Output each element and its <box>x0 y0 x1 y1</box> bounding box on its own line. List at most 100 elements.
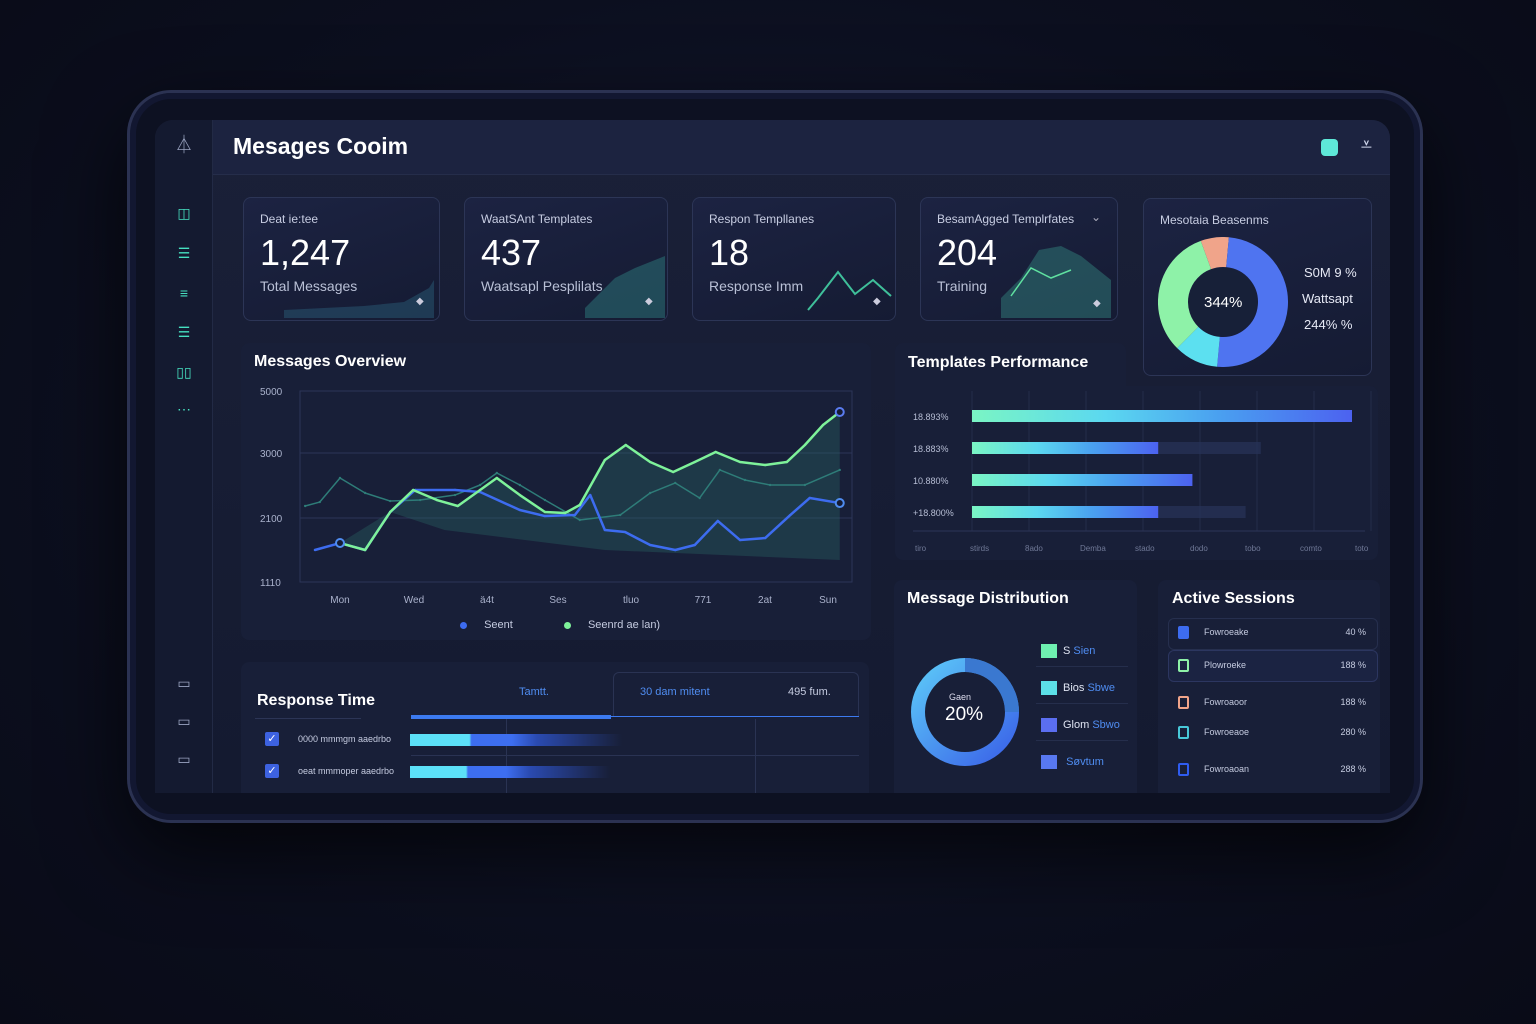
kpi-title: BesamAgged Templrfates <box>937 212 1075 226</box>
checkbox-checked-icon[interactable]: ✓ <box>265 732 279 746</box>
end-marker[interactable] <box>834 498 845 509</box>
data-point <box>388 499 392 503</box>
response-bar <box>410 734 622 746</box>
x-tick-label: Ses <box>549 595 566 606</box>
columns-icon[interactable]: ▯▯ <box>176 364 192 380</box>
y-tick-label: 1110 <box>260 578 281 589</box>
session-icon <box>1178 626 1189 639</box>
data-point <box>495 476 499 480</box>
legend-item[interactable]: S Sien <box>1041 644 1095 658</box>
folder-icon[interactable]: ▭ <box>177 675 191 691</box>
donut-card[interactable]: Mesotaia Beasenms 344% S0M 9 % Wattsapt … <box>1143 198 1372 376</box>
legend-value: Sien <box>1073 644 1096 657</box>
data-point <box>456 504 459 508</box>
session-value: 188 % <box>1340 697 1366 707</box>
data-point <box>603 458 607 462</box>
data-point <box>624 443 627 447</box>
legend-swatch <box>1041 681 1057 695</box>
data-point <box>648 460 652 464</box>
series-line <box>339 411 841 552</box>
legend-item[interactable]: Glom Sbwo <box>1041 718 1120 732</box>
data-point <box>603 528 607 532</box>
sidebar: ⏃ ◫ ☰ ≡ ☰ ▯▯ ⋯ ▭ ▭ ▭ <box>155 120 213 793</box>
legend-swatch <box>460 621 467 629</box>
panel-title: Response Time <box>257 692 375 709</box>
bar[interactable] <box>972 442 1159 454</box>
svg-text:◆: ◆ <box>645 296 653 307</box>
data-point <box>693 460 696 464</box>
checkbox-checked-icon[interactable]: ✓ <box>265 764 279 778</box>
session-name: Fowroeaoe <box>1204 727 1250 737</box>
kpi-value: 204 <box>937 232 998 273</box>
x-tick-label: tluo <box>623 595 640 606</box>
data-point <box>785 460 788 464</box>
x-tick-label: tobo <box>1245 544 1261 553</box>
folder-icon[interactable]: ▭ <box>177 713 191 729</box>
data-point <box>338 476 342 480</box>
list-icon[interactable]: ☰ <box>177 245 191 261</box>
bar-label: +18.800% <box>913 508 954 518</box>
x-tick-label: comto <box>1300 544 1322 553</box>
data-point <box>716 519 719 523</box>
menu-icon[interactable]: ≡ <box>179 285 189 301</box>
column-header[interactable]: 495 fum. <box>788 686 831 698</box>
session-name: Plowroeke <box>1204 660 1247 670</box>
column-header[interactable]: Tamtt. <box>519 686 549 698</box>
data-point <box>363 548 367 552</box>
bar[interactable] <box>972 506 1159 518</box>
kpi-card[interactable]: BesamAgged Templrfates ⌄ 204 Training ◆ <box>920 197 1118 321</box>
session-row[interactable]: Fowroeake 40 % <box>1176 626 1366 640</box>
column-header[interactable]: 30 dam mitent <box>640 686 710 698</box>
x-tick-label: stirds <box>970 544 989 553</box>
x-tick-label: 2at <box>758 595 772 606</box>
legend-label: Seent <box>484 619 513 631</box>
bar-label: 18.883% <box>913 444 949 454</box>
session-row[interactable]: Fowroaoor 188 % <box>1176 696 1366 710</box>
session-row[interactable]: Fowroeaoe 280 % <box>1176 726 1366 740</box>
response-row[interactable]: ✓ oeat mmmoper aaedrbo <box>262 764 622 780</box>
active-sessions-panel: Active Sessions Fowroeake 40 % Plowroeke 18… <box>1158 580 1380 793</box>
data-point <box>478 488 482 492</box>
bar[interactable] <box>972 474 1193 486</box>
start-marker[interactable] <box>335 538 345 549</box>
chevron-down-icon[interactable]: ⌄ <box>1090 210 1101 224</box>
bar-label: 10.880% <box>913 476 949 486</box>
legend-swatch <box>1041 644 1057 658</box>
data-point <box>768 483 772 487</box>
legend-item[interactable]: Bios Sbwe <box>1041 681 1115 695</box>
templates-header: Templates Performance <box>895 343 1126 388</box>
collapse-icon[interactable]: ⩡ <box>1360 134 1372 156</box>
data-point <box>738 460 742 464</box>
session-row[interactable]: Fowroaoan 288 % <box>1176 763 1366 777</box>
header: Mesages Cooim ⩡ <box>213 120 1390 175</box>
kpi-card[interactable]: Deat ie:tee 1,247 Total Messages ◆ <box>243 197 440 321</box>
legend-value: Sbwo <box>1092 718 1120 731</box>
session-icon <box>1178 726 1189 739</box>
data-point <box>674 548 677 552</box>
logo-icon: ⏃ <box>175 135 193 155</box>
session-name: Fowroaoor <box>1204 697 1248 707</box>
more-icon[interactable]: ⋯ <box>177 401 191 417</box>
end-marker[interactable] <box>834 406 845 417</box>
kpi-card[interactable]: WaatSAnt Templates 437 Waatsapl Pesplila… <box>464 197 668 321</box>
kpi-card[interactable]: Respon Templlanes 18 Response Imm ◆ <box>692 197 896 321</box>
bar[interactable] <box>972 410 1352 422</box>
session-row[interactable]: Plowroeke 188 % <box>1176 659 1366 673</box>
kpi-subtitle: Total Messages <box>260 278 358 294</box>
donut-slice <box>1177 326 1221 367</box>
align-icon[interactable]: ☰ <box>177 324 191 340</box>
donut-slice <box>1200 237 1229 270</box>
data-point <box>671 470 675 474</box>
legend-item[interactable]: Søvtum <box>1041 755 1104 769</box>
data-point <box>435 498 439 502</box>
legend-label: Bios <box>1063 681 1085 694</box>
svg-text:◆: ◆ <box>873 296 881 307</box>
messages-overview-panel: Messages Overview <box>241 343 871 640</box>
data-point <box>563 511 567 515</box>
kpi-title: WaatSAnt Templates <box>481 212 593 226</box>
folder-icon[interactable]: ▭ <box>177 751 191 767</box>
x-tick-label: tiro <box>915 544 927 553</box>
app-icon[interactable] <box>1321 139 1338 156</box>
book-icon[interactable]: ◫ <box>177 205 191 221</box>
response-row[interactable]: ✓ 0000 mmmgm aaedrbo <box>262 732 622 748</box>
